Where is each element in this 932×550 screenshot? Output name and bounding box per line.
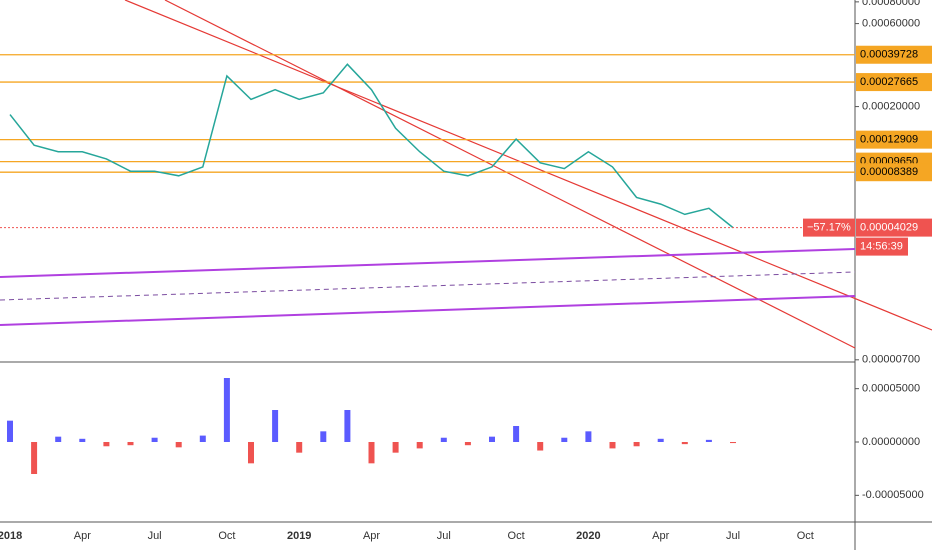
- oscillator-bar: [464, 442, 471, 446]
- x-tick-label: Jul: [437, 530, 451, 542]
- oscillator-bar: [489, 436, 495, 442]
- level-label: 0.00039728: [860, 49, 918, 61]
- oscillator-bar: [633, 442, 640, 447]
- level-label: 0.00008389: [860, 166, 918, 178]
- oscillator-bar: [175, 442, 182, 448]
- oscillator-bar: [681, 442, 688, 445]
- x-tick-label: Oct: [797, 530, 814, 542]
- countdown-label: 14:56:39: [860, 241, 903, 253]
- oscillator-bar: [55, 436, 62, 442]
- oscillator-bar: [705, 439, 712, 442]
- x-tick-label: 2020: [576, 530, 600, 542]
- y-tick-label: 0.00080000: [862, 0, 920, 8]
- last-price-tag: [856, 218, 932, 237]
- x-tick-label: Jul: [148, 530, 162, 542]
- oscillator-bar: [103, 442, 110, 447]
- x-tick-label: 2018: [0, 530, 22, 542]
- oscillator-bar: [513, 426, 520, 442]
- channel-line: [0, 295, 856, 326]
- oscillator-bar: [561, 437, 568, 442]
- level-tag: [856, 130, 932, 149]
- oscillator-bar: [609, 442, 616, 449]
- oscillator-bar: [537, 442, 544, 451]
- oscillator-bar: [585, 431, 592, 442]
- oscillator-bar: [368, 442, 375, 464]
- level-label: 0.00012909: [860, 134, 918, 146]
- oscillator-bar: [248, 442, 254, 464]
- countdown-tag: [856, 237, 908, 256]
- change-label: −57.17%: [807, 222, 851, 234]
- oscillator-bar: [416, 442, 423, 449]
- oscillator-bar: [7, 420, 13, 442]
- level-tag: [856, 73, 932, 92]
- trend-line: [164, 0, 856, 349]
- y-tick-label: -0.00005000: [862, 489, 924, 501]
- price-line: [9, 63, 734, 229]
- oscillator-bar: [392, 442, 399, 453]
- y-tick-label: 0.00000000: [862, 436, 920, 448]
- oscillator-bar: [151, 437, 158, 442]
- oscillator-bar: [344, 410, 351, 442]
- oscillator-bar: [730, 442, 736, 444]
- y-tick-label: 0.00000700: [862, 354, 920, 366]
- x-tick-label: 2019: [287, 530, 311, 542]
- x-tick-label: Oct: [218, 530, 235, 542]
- level-tag: [856, 45, 932, 64]
- channel-line: [0, 248, 856, 278]
- channel-mid: [0, 271, 856, 301]
- x-tick-label: Apr: [652, 530, 669, 542]
- oscillator-bar: [199, 435, 206, 442]
- x-tick-label: Oct: [508, 530, 525, 542]
- oscillator-bar: [440, 437, 447, 442]
- oscillator-bar: [223, 378, 230, 442]
- change-tag: [803, 218, 855, 237]
- oscillator-bar: [272, 410, 279, 442]
- y-tick-label: 0.00020000: [862, 100, 920, 112]
- x-tick-label: Apr: [74, 530, 91, 542]
- oscillator-bar: [31, 442, 38, 474]
- y-tick-label: 0.00005000: [862, 383, 920, 395]
- level-label: 0.00027665: [860, 76, 918, 88]
- x-tick-label: Jul: [726, 530, 740, 542]
- oscillator-bar: [79, 438, 86, 442]
- oscillator-bar: [296, 442, 303, 453]
- level-tag: [856, 163, 932, 182]
- oscillator-bar: [127, 442, 134, 446]
- y-tick-label: 0.00060000: [862, 18, 920, 30]
- last-price-label: 0.00004029: [860, 222, 918, 234]
- x-tick-label: Apr: [363, 530, 380, 542]
- oscillator-bar: [657, 438, 664, 442]
- oscillator-bar: [320, 431, 327, 442]
